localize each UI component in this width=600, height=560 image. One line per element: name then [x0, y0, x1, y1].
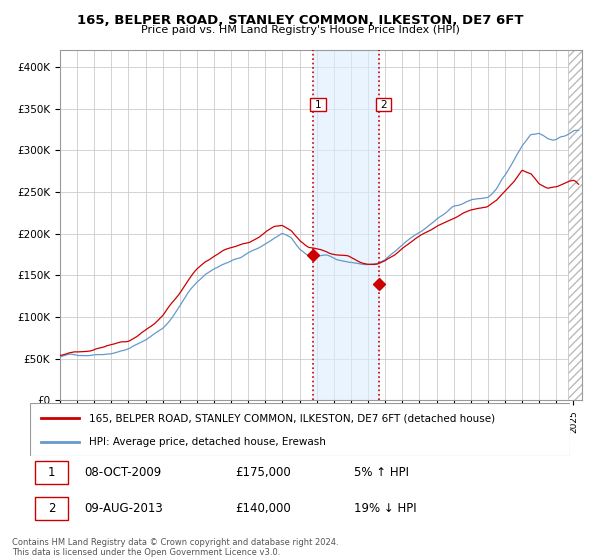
Text: 2: 2 [48, 502, 55, 515]
Text: 165, BELPER ROAD, STANLEY COMMON, ILKESTON, DE7 6FT (detached house): 165, BELPER ROAD, STANLEY COMMON, ILKEST… [89, 413, 496, 423]
Bar [313, 50, 379, 400]
Text: Contains HM Land Registry data © Crown copyright and database right 2024.
This d: Contains HM Land Registry data © Crown c… [12, 538, 338, 557]
Text: £140,000: £140,000 [235, 502, 291, 515]
Text: 165, BELPER ROAD, STANLEY COMMON, ILKESTON, DE7 6FT: 165, BELPER ROAD, STANLEY COMMON, ILKEST… [77, 14, 523, 27]
Bar [35, 461, 68, 484]
Text: 2: 2 [380, 100, 387, 110]
Bar [376, 98, 391, 111]
Text: 5% ↑ HPI: 5% ↑ HPI [354, 466, 409, 479]
Text: 1: 1 [48, 466, 55, 479]
Text: 09-AUG-2013: 09-AUG-2013 [84, 502, 163, 515]
Text: 19% ↓ HPI: 19% ↓ HPI [354, 502, 416, 515]
Bar [310, 98, 326, 111]
Text: HPI: Average price, detached house, Erewash: HPI: Average price, detached house, Erew… [89, 436, 326, 446]
Text: 1: 1 [314, 100, 321, 110]
Bar [35, 497, 68, 520]
Bar [568, 50, 582, 400]
Text: Price paid vs. HM Land Registry's House Price Index (HPI): Price paid vs. HM Land Registry's House … [140, 25, 460, 35]
Text: £175,000: £175,000 [235, 466, 291, 479]
Text: 08-OCT-2009: 08-OCT-2009 [84, 466, 161, 479]
